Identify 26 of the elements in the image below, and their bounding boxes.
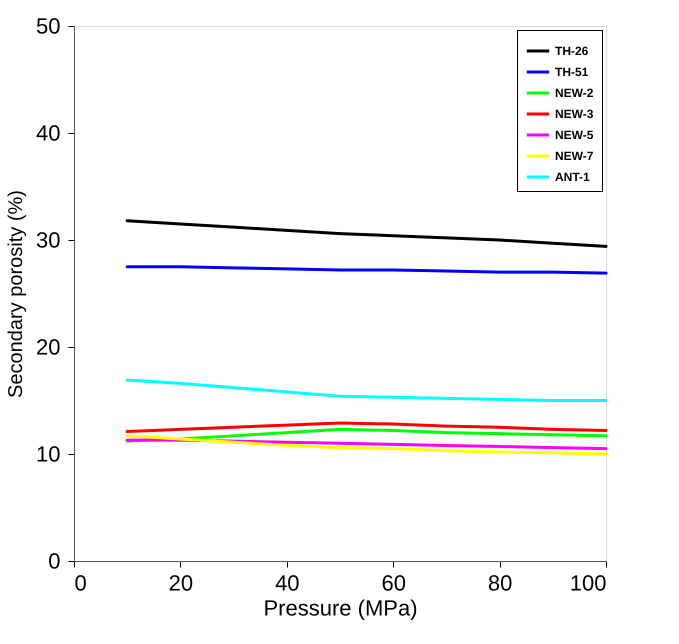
- legend-label: TH-26: [555, 44, 589, 58]
- line-series: [126, 219, 608, 248]
- y-tick-label: 0: [48, 548, 60, 574]
- y-tick-label: 50: [36, 14, 60, 38]
- y-tick-label: 30: [36, 228, 60, 252]
- x-tick-label: 20: [168, 570, 194, 596]
- x-tick-label: 80: [488, 570, 512, 596]
- y-tick-label: 10: [36, 442, 60, 466]
- legend-label: NEW-2: [555, 86, 594, 100]
- line-series: [126, 378, 608, 402]
- x-tick-label: 40: [275, 570, 300, 596]
- legend-label: ANT-1: [555, 170, 590, 184]
- legend-label: TH-51: [555, 65, 589, 79]
- legend-label: NEW-7: [555, 149, 594, 163]
- legend-label: NEW-3: [555, 107, 594, 121]
- y-axis-title: Secondary porosity (%): [5, 190, 28, 398]
- legend-label: NEW-5: [555, 128, 594, 142]
- x-axis-title: Pressure (MPa): [263, 596, 418, 620]
- y-tick-label: 20: [36, 334, 60, 360]
- x-tick-label: 0: [74, 570, 87, 596]
- line-series: [126, 434, 608, 456]
- x-tick-label: 100: [570, 570, 606, 596]
- line-series: [126, 265, 608, 275]
- x-tick-label: 60: [381, 570, 406, 596]
- line-series: [126, 421, 608, 434]
- y-tick-label: 40: [36, 120, 60, 146]
